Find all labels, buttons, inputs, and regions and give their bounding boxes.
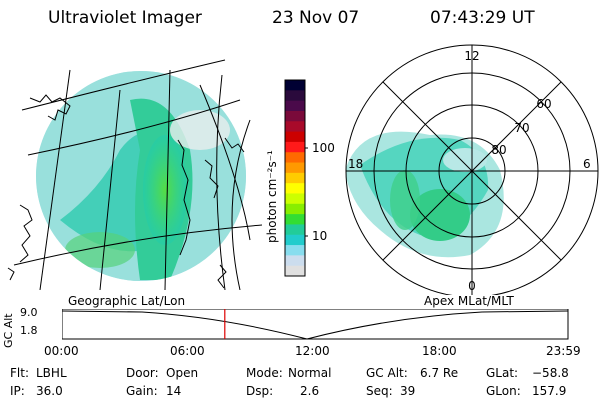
mlt-label-18: 18 [348,157,363,171]
lat-lon-grid [13,59,262,290]
colorbar-tick-100: 100 [312,141,335,155]
ip-label: IP: [10,384,25,398]
altitude-curve [62,310,569,340]
colorbar-strip [285,80,305,277]
colorbar-segment [285,80,305,91]
time-label: 07:43:29 UT [430,8,535,28]
colorbar-segment [285,100,305,112]
colorbar-segment [285,162,305,174]
gc-alt-axis-label: GC Alt [2,313,15,348]
colorbar-tick-10: 10 [312,229,328,243]
door-value: Open [166,366,199,380]
filter-value: LBHL [36,366,67,380]
filter-label: Flt: [10,366,29,380]
mlt-label-0: 0 [468,279,476,293]
time-tick-2359: 23:59 [546,344,581,358]
glat-value: −58.8 [532,366,569,380]
colorbar-segment [285,141,305,153]
time-tick-1200: 12:00 [295,344,330,358]
mlt-label-6: 6 [583,157,591,171]
mlat-label-70: 70 [514,121,529,135]
aurora-arc [143,135,187,245]
instrument-title: Ultraviolet Imager [48,8,202,28]
coastlines [7,94,245,289]
colorbar-segment [285,265,305,277]
mlat-label-60: 60 [536,97,551,111]
colorbar-segment [285,203,305,215]
dsp-label: Dsp: [246,384,274,398]
gc-alt-value: 6.7 Re [420,366,459,380]
colorbar-segment [285,90,305,102]
glon-label: GLon: [486,384,521,398]
altitude-timeline [62,309,569,340]
mlat-label-80: 80 [491,143,506,157]
dsp-value: 2.6 [300,384,320,398]
colorbar-segment [285,214,305,225]
glat-label: GLat: [486,366,519,380]
gain-value: 14 [166,384,182,398]
colorbar-segment [285,110,305,122]
colorbar-segment [285,121,305,133]
time-tick-0600: 06:00 [170,344,205,358]
colorbar-segment [285,224,305,236]
colorbar-segment [285,234,305,246]
gc-alt-tick-low: 1.8 [20,324,38,337]
colorbar: photon cm⁻²s⁻¹ [265,79,308,277]
door-label: Door: [126,366,159,380]
time-tick-0000: 00:00 [44,344,79,358]
colorbar-segment [285,183,305,194]
colorbar-unit-label: photon cm⁻²s⁻¹ [265,150,279,243]
colorbar-segment [285,255,305,267]
mlt-label-12: 12 [464,49,479,63]
colorbar-segment [285,131,305,143]
colorbar-segment [285,152,305,164]
gc-alt-tick-high: 9.0 [20,306,38,319]
seq-value: 39 [400,384,416,398]
polar-panel-label: Apex MLat/MLT [424,294,514,308]
geographic-map [7,59,262,290]
colorbar-segment [285,245,305,256]
polar-grid [345,44,599,295]
gc-alt-label: GC Alt: [366,366,408,380]
mode-value: Normal [288,366,332,380]
glon-value: 157.9 [532,384,567,398]
polar-map: 12 18 6 0 60 70 80 [345,44,599,295]
seq-label: Seq: [366,384,393,398]
colorbar-segment [285,193,305,205]
ip-value: 36.0 [36,384,63,398]
geographic-panel-label: Geographic Lat/Lon [68,294,186,308]
date-label: 23 Nov 07 [272,8,360,28]
gain-label: Gain: [126,384,158,398]
mode-label: Mode: [246,366,283,380]
colorbar-segment [285,172,305,184]
time-tick-1800: 18:00 [422,344,457,358]
